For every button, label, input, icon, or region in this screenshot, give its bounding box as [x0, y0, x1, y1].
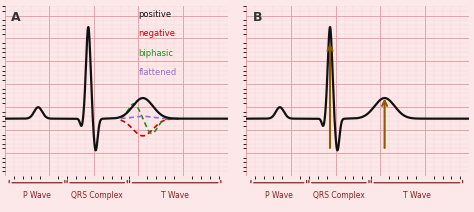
Text: flattened: flattened [138, 68, 177, 77]
Text: T Wave: T Wave [161, 191, 189, 200]
Text: P Wave: P Wave [265, 191, 293, 200]
Text: QRS Complex: QRS Complex [71, 191, 123, 200]
Text: T Wave: T Wave [403, 191, 431, 200]
Text: P Wave: P Wave [23, 191, 51, 200]
Text: A: A [11, 11, 21, 24]
Text: positive: positive [138, 10, 172, 19]
Text: B: B [253, 11, 263, 24]
Text: negative: negative [138, 29, 175, 38]
Text: QRS Complex: QRS Complex [313, 191, 365, 200]
Text: biphasic: biphasic [138, 49, 173, 58]
